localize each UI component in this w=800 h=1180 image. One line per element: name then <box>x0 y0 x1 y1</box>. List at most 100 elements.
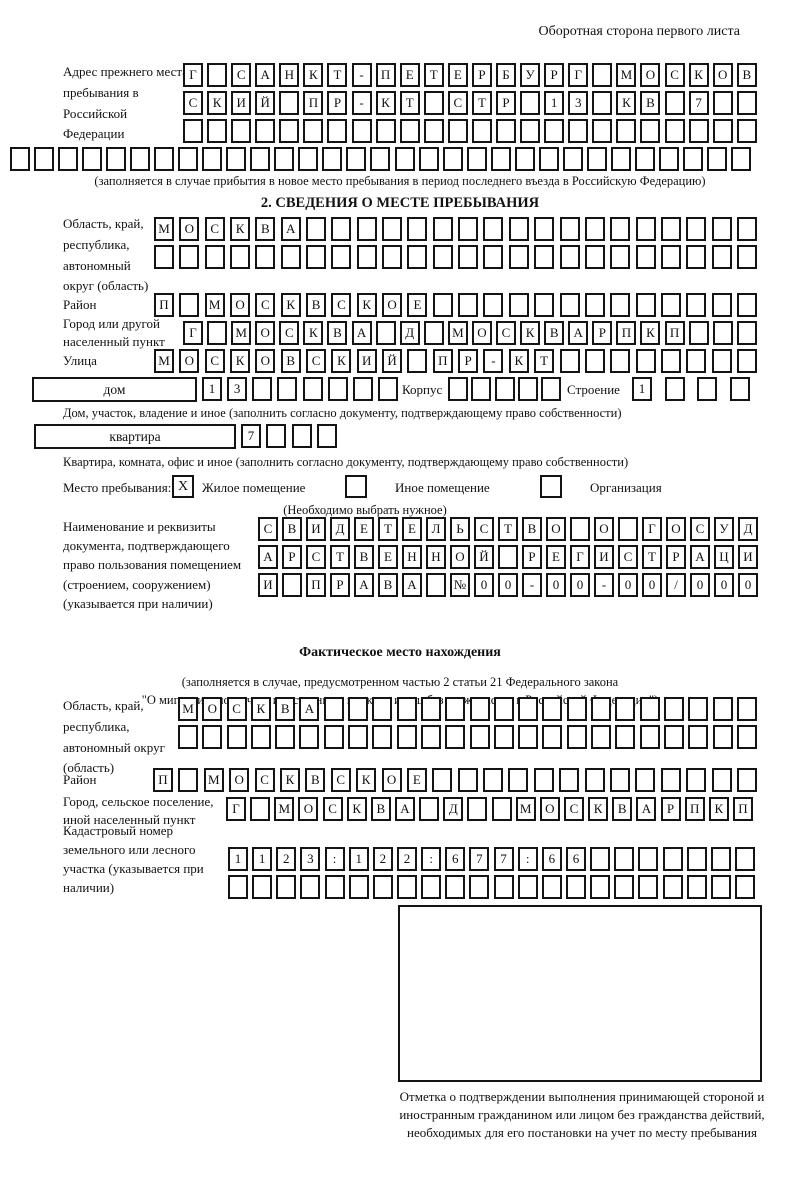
char-cell <box>711 768 732 792</box>
char-cell <box>736 725 757 749</box>
char-cell: О <box>450 545 470 569</box>
char-cell <box>483 245 504 269</box>
char-cell <box>508 217 529 241</box>
char-cell: О <box>202 697 223 721</box>
char-cell <box>610 349 631 373</box>
char-cell: С <box>231 63 252 87</box>
char-cell: Р <box>660 797 681 821</box>
place-type-label: Место пребывания: <box>63 480 172 495</box>
char-cell: 0 <box>570 573 590 597</box>
char-cell <box>711 245 732 269</box>
char-cell <box>664 377 685 401</box>
char-cell <box>682 147 703 171</box>
residential-label: Жилое помещение <box>202 480 306 495</box>
char-cell <box>370 147 391 171</box>
char-cell <box>592 63 613 87</box>
char-cell <box>306 245 327 269</box>
char-cell: - <box>594 573 614 597</box>
char-cell <box>457 768 478 792</box>
char-cell: Д <box>399 321 420 345</box>
char-cell: 1 <box>202 377 222 401</box>
char-cell: Ц <box>714 545 734 569</box>
char-cell: Р <box>496 91 517 115</box>
actual-region-row-2 <box>178 725 757 749</box>
char-cell: Г <box>642 517 662 541</box>
char-cell: И <box>231 91 252 115</box>
char-cell: С <box>204 217 225 241</box>
char-cell: Р <box>666 545 686 569</box>
char-cell: О <box>298 797 319 821</box>
char-cell <box>469 875 490 899</box>
char-cell: В <box>282 517 302 541</box>
char-cell <box>447 119 468 143</box>
char-cell <box>686 245 707 269</box>
char-cell <box>250 797 271 821</box>
actual-district-label: Район <box>63 772 97 787</box>
char-cell: Р <box>522 545 542 569</box>
char-cell: Р <box>544 63 565 87</box>
char-cell <box>614 847 635 871</box>
char-cell <box>584 293 605 317</box>
char-cell <box>178 725 198 749</box>
char-cell <box>541 377 561 401</box>
char-cell: 1 <box>544 91 565 115</box>
char-cell: А <box>280 217 301 241</box>
char-cell: О <box>546 517 566 541</box>
char-cell: Р <box>327 91 348 115</box>
char-cell: В <box>354 545 374 569</box>
char-cell <box>615 725 636 749</box>
char-cell: Р <box>471 63 492 87</box>
char-cell: М <box>231 321 252 345</box>
char-cell <box>660 349 681 373</box>
char-cell <box>736 217 757 241</box>
char-cell: Е <box>399 63 420 87</box>
korpus-label: Корпус <box>402 382 443 397</box>
char-cell <box>382 245 403 269</box>
char-cell: Т <box>498 517 518 541</box>
char-cell <box>432 293 453 317</box>
char-cell <box>658 147 679 171</box>
char-cell <box>660 293 681 317</box>
char-cell <box>327 119 348 143</box>
char-cell <box>610 217 631 241</box>
char-cell <box>442 147 463 171</box>
char-cell <box>562 147 583 171</box>
char-cell <box>252 875 273 899</box>
char-cell <box>663 725 684 749</box>
char-cell <box>635 768 656 792</box>
char-cell <box>226 725 247 749</box>
checkbox-residential: X <box>172 475 194 498</box>
char-cell <box>300 875 321 899</box>
char-cell: П <box>153 768 173 792</box>
char-cell <box>279 91 300 115</box>
char-cell: Г <box>183 63 203 87</box>
char-cell <box>423 321 444 345</box>
char-cell: 3 <box>227 377 248 401</box>
char-cell: У <box>714 517 734 541</box>
char-cell <box>688 119 709 143</box>
char-cell: : <box>517 847 538 871</box>
char-cell <box>688 321 709 345</box>
char-cell <box>686 768 707 792</box>
char-cell <box>255 119 276 143</box>
char-cell: О <box>382 293 403 317</box>
char-cell <box>407 217 428 241</box>
apartment-box: квартира <box>34 424 236 449</box>
char-cell <box>375 321 396 345</box>
char-cell <box>520 91 541 115</box>
char-cell: С <box>447 91 468 115</box>
char-cell <box>517 875 538 899</box>
char-cell <box>419 797 440 821</box>
char-cell: М <box>616 63 637 87</box>
actual-city-label: Город, сельское поселение, иной населенн… <box>63 794 214 827</box>
district-label: Район <box>63 297 97 312</box>
char-cell: Н <box>279 63 300 87</box>
char-cell <box>508 768 529 792</box>
char-cell: М <box>203 768 224 792</box>
char-cell <box>570 517 590 541</box>
